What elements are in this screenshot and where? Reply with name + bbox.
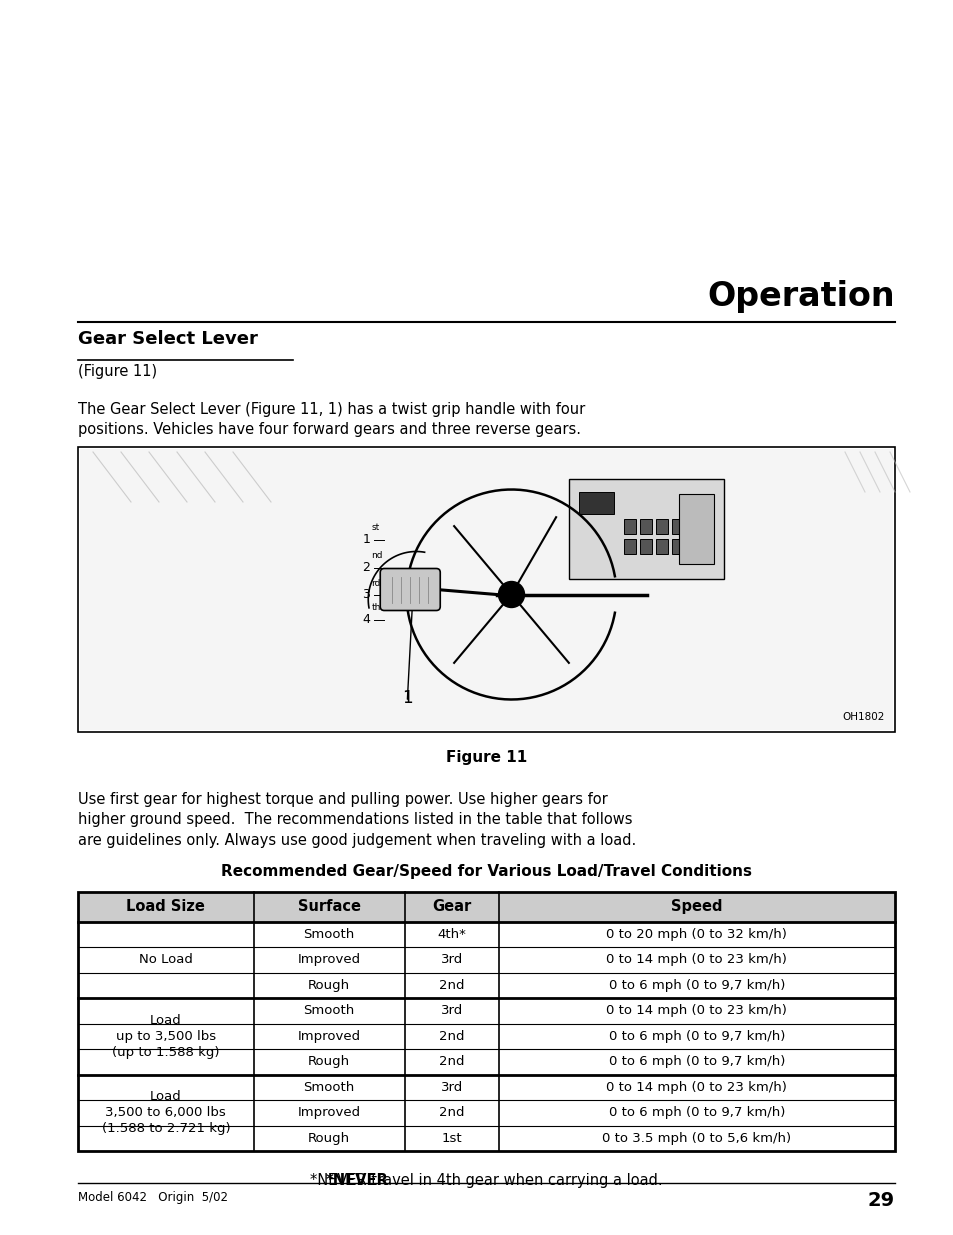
Text: Figure 11: Figure 11 [445, 750, 527, 764]
Text: 0 to 14 mph (0 to 23 km/h): 0 to 14 mph (0 to 23 km/h) [606, 1081, 786, 1094]
Text: Smooth: Smooth [303, 1081, 355, 1094]
Text: 3rd: 3rd [440, 1081, 462, 1094]
Text: Speed: Speed [670, 899, 721, 914]
Text: 4: 4 [362, 613, 370, 626]
Text: 0 to 3.5 mph (0 to 5,6 km/h): 0 to 3.5 mph (0 to 5,6 km/h) [601, 1131, 791, 1145]
Text: th: th [371, 604, 380, 613]
Bar [656, 540, 667, 555]
Text: The Gear Select Lever (Figure 11, 1) has a twist grip handle with four
positions: The Gear Select Lever (Figure 11, 1) has… [78, 403, 584, 437]
Text: 2nd: 2nd [438, 1030, 464, 1042]
Text: Use first gear for highest torque and pulling power. Use higher gears for
higher: Use first gear for highest torque and pu… [78, 792, 636, 847]
Circle shape [498, 582, 524, 608]
Text: 1: 1 [362, 534, 370, 546]
Text: 1: 1 [401, 689, 412, 706]
Bar [656, 520, 667, 535]
Bar [78, 947, 894, 972]
Text: (Figure 11): (Figure 11) [78, 364, 157, 379]
Bar [623, 520, 636, 535]
Text: st: st [371, 524, 379, 532]
Text: Load
3,500 to 6,000 lbs
(1.588 to 2.721 kg): Load 3,500 to 6,000 lbs (1.588 to 2.721 … [101, 1091, 230, 1135]
Text: *NEVER travel in 4th gear when carrying a load.: *NEVER travel in 4th gear when carrying … [310, 1173, 662, 1188]
Text: 0 to 20 mph (0 to 32 km/h): 0 to 20 mph (0 to 32 km/h) [606, 927, 786, 941]
Bar [78, 1074, 894, 1100]
Bar [78, 447, 894, 732]
Text: 2nd: 2nd [438, 1055, 464, 1068]
Text: Smooth: Smooth [303, 927, 355, 941]
Bar [78, 972, 894, 998]
Bar [623, 540, 636, 555]
Text: Load Size: Load Size [126, 899, 205, 914]
Bar [639, 540, 652, 555]
Bar [78, 1024, 894, 1049]
Text: Recommended Gear/Speed for Various Load/Travel Conditions: Recommended Gear/Speed for Various Load/… [221, 864, 751, 879]
Bar [78, 892, 894, 1151]
Text: Rough: Rough [308, 1055, 350, 1068]
Text: 0 to 6 mph (0 to 9,7 km/h): 0 to 6 mph (0 to 9,7 km/h) [608, 979, 784, 992]
Text: *NEVER: *NEVER [326, 1173, 388, 1188]
Bar [578, 493, 614, 515]
Text: 0 to 6 mph (0 to 9,7 km/h): 0 to 6 mph (0 to 9,7 km/h) [608, 1055, 784, 1068]
Text: Improved: Improved [297, 1107, 360, 1119]
Bar [78, 921, 894, 947]
Bar [569, 479, 723, 579]
Text: 0 to 14 mph (0 to 23 km/h): 0 to 14 mph (0 to 23 km/h) [606, 1004, 786, 1018]
Bar [679, 494, 714, 564]
Text: Smooth: Smooth [303, 1004, 355, 1018]
Bar [672, 540, 683, 555]
Text: 3rd: 3rd [440, 1004, 462, 1018]
Text: nd: nd [371, 552, 382, 561]
Text: Improved: Improved [297, 953, 360, 966]
Text: 2nd: 2nd [438, 979, 464, 992]
Text: rd: rd [371, 578, 380, 588]
FancyBboxPatch shape [380, 568, 439, 610]
Bar [78, 1100, 894, 1125]
Text: 0 to 14 mph (0 to 23 km/h): 0 to 14 mph (0 to 23 km/h) [606, 953, 786, 966]
Text: Gear Select Lever: Gear Select Lever [78, 330, 257, 348]
Text: Load
up to 3,500 lbs
(up to 1.588 kg): Load up to 3,500 lbs (up to 1.588 kg) [112, 1014, 219, 1058]
Text: Model 6042   Origin  5/02: Model 6042 Origin 5/02 [78, 1191, 228, 1204]
Text: 0 to 6 mph (0 to 9,7 km/h): 0 to 6 mph (0 to 9,7 km/h) [608, 1107, 784, 1119]
Text: Rough: Rough [308, 979, 350, 992]
Bar [672, 520, 683, 535]
Text: Improved: Improved [297, 1030, 360, 1042]
Text: OH1802: OH1802 [841, 713, 884, 722]
Bar [78, 1049, 894, 1074]
Bar [639, 520, 652, 535]
Bar [78, 998, 894, 1024]
Text: Gear: Gear [432, 899, 471, 914]
Text: 2: 2 [362, 561, 370, 574]
Text: 2nd: 2nd [438, 1107, 464, 1119]
Bar [78, 1125, 894, 1151]
Text: 3rd: 3rd [440, 953, 462, 966]
Bar [78, 892, 894, 921]
Text: Operation: Operation [706, 280, 894, 312]
Text: 3: 3 [362, 588, 370, 601]
Bar [80, 450, 892, 730]
Text: 4th*: 4th* [436, 927, 466, 941]
Text: No Load: No Load [139, 953, 193, 966]
Text: Rough: Rough [308, 1131, 350, 1145]
Text: 29: 29 [867, 1191, 894, 1210]
Text: Surface: Surface [297, 899, 360, 914]
Text: 0 to 6 mph (0 to 9,7 km/h): 0 to 6 mph (0 to 9,7 km/h) [608, 1030, 784, 1042]
Text: 1st: 1st [441, 1131, 461, 1145]
